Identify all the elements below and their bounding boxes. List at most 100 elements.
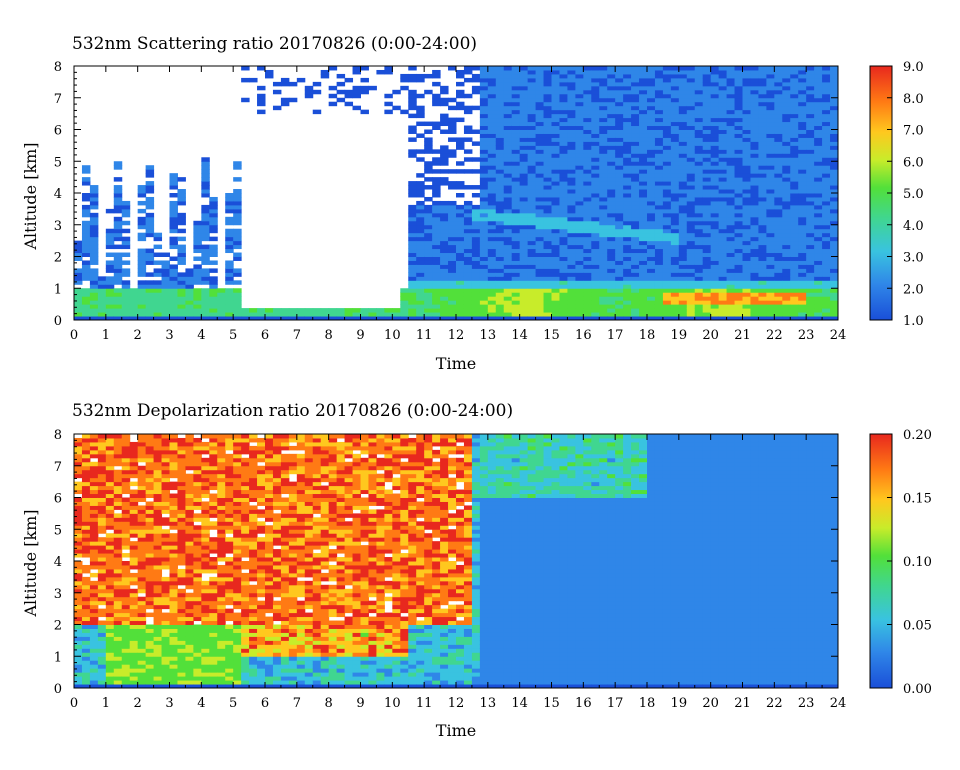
heatmap-cell [623,165,632,170]
heatmap-cell [647,157,656,162]
heatmap-cell [105,481,115,487]
heatmap-cell [535,145,545,150]
heatmap-cell [678,109,688,115]
heatmap-cell [543,129,552,134]
heatmap-cell [543,69,552,75]
heatmap-cell [702,85,712,91]
heatmap-cell [631,141,640,146]
heatmap-cell [304,93,314,99]
heatmap-cell [185,533,194,538]
heatmap-cell [153,493,163,498]
heatmap-cell [161,604,170,610]
heatmap-cell [559,264,568,269]
heatmap-cell [145,648,155,653]
heatmap-cell [487,268,497,273]
heatmap-cell [702,272,712,277]
heatmap-cell [790,260,799,265]
heatmap-cell [503,105,513,111]
heatmap-cell [448,260,457,265]
heatmap-cell [623,173,632,178]
heatmap-cell [654,244,664,250]
heatmap-cell [487,248,497,254]
heatmap-cell [161,533,170,538]
heatmap-cell [503,121,513,127]
heatmap-cell [806,244,815,250]
heatmap-cell [654,137,664,142]
heatmap-cell [639,276,648,281]
heatmap-cell [678,137,688,142]
heatmap-cell [814,121,823,127]
heatmap-cell [408,268,417,273]
heatmap-cell [710,157,720,162]
heatmap-cell [734,129,743,134]
heatmap-cell [257,101,266,107]
heatmap-cell [798,288,807,293]
heatmap-cell [527,292,537,297]
heatmap-cell [137,672,147,677]
heatmap-cell [694,141,704,146]
heatmap-cell [471,260,481,265]
heatmap-cell [257,316,266,321]
heatmap-cell [583,73,592,79]
heatmap-cell [448,276,457,281]
heatmap-cell [487,77,497,83]
heatmap-cell [822,117,831,123]
heatmap-cell [503,193,513,198]
heatmap-cell [734,252,743,257]
heatmap-cell [766,81,775,87]
heatmap-cell [822,212,831,218]
heatmap-cell [790,121,799,127]
heatmap-cell [710,97,720,103]
heatmap-cell [74,576,83,582]
heatmap-cell [806,300,815,305]
heatmap-cell [456,272,465,277]
heatmap-cell [416,248,425,254]
heatmap-cell [121,316,131,321]
heatmap-cell [766,145,775,150]
heatmap-cell [559,161,568,166]
heatmap-cell [185,636,194,641]
heatmap-cell [798,252,807,257]
heatmap-cell [519,157,529,162]
heatmap-cell [830,161,839,166]
heatmap-cell [575,109,584,115]
heatmap-cell [440,212,449,218]
heatmap-cell [527,212,537,218]
heatmap-cell [678,308,688,313]
heatmap-cell [384,69,393,75]
heatmap-cell [129,457,139,463]
heatmap-cell [623,101,632,107]
heatmap-cell [782,185,791,190]
heatmap-cell [654,69,664,75]
heatmap-cell [694,77,704,83]
heatmap-cell [782,165,791,170]
heatmap-cell [806,260,815,265]
heatmap-cell [527,113,537,119]
heatmap-cell [519,236,529,242]
heatmap-cell [670,149,680,154]
heatmap-cell [145,200,155,206]
heatmap-cell [615,157,624,162]
heatmap-cell [814,260,823,265]
heatmap-cell [153,312,163,317]
heatmap-cell [734,109,743,115]
heatmap-cell [495,105,505,111]
heatmap-cell [822,66,831,71]
heatmap-cell [806,101,815,107]
heatmap-cell [137,553,147,558]
heatmap-cell [631,220,640,226]
heatmap-cell [830,133,839,138]
heatmap-cell [89,588,99,594]
heatmap-cell [702,66,712,71]
heatmap-cell [74,680,83,685]
heatmap-cell [74,276,83,281]
heatmap-cell [225,236,234,242]
heatmap-cell [758,193,767,198]
heatmap-cell [487,113,497,119]
heatmap-cell [822,121,831,127]
heatmap-cell [654,113,664,119]
heatmap-cell [487,204,497,210]
heatmap-cell [758,264,767,269]
heatmap-cell [137,640,147,645]
heatmap-cell [153,632,163,637]
